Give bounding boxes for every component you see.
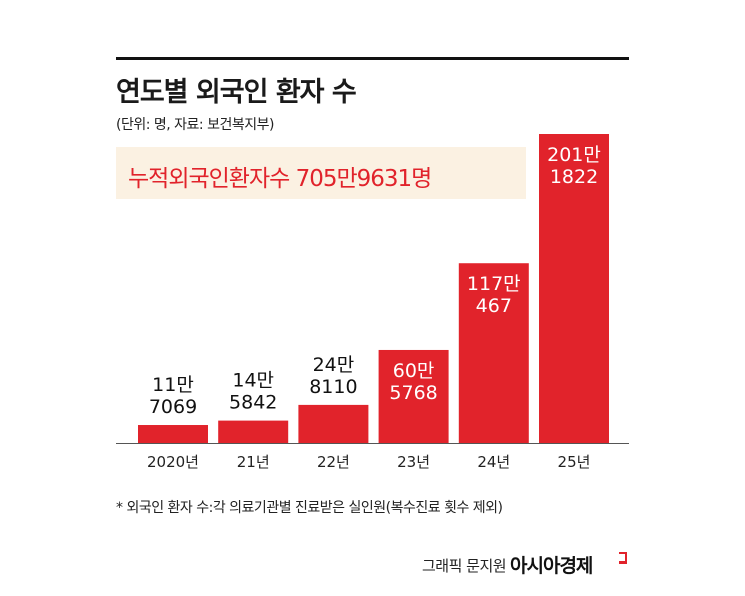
graphic-credit: 그래픽 문지원 <box>422 557 507 575</box>
x-tick-label-5: 25년 <box>558 453 591 471</box>
x-tick-label-4: 24년 <box>477 453 510 471</box>
bar-data-label-4-0: 117만 <box>467 273 521 295</box>
x-tick-label-0: 2020년 <box>147 453 199 471</box>
cumulative-banner-text: 누적외국인환자수 705만9631명 <box>128 166 432 192</box>
brand-logo: 아시아경제 <box>510 555 593 577</box>
bar-1 <box>218 420 289 443</box>
bar-0 <box>138 425 208 443</box>
bar-data-label-5-0: 201만 <box>547 144 601 166</box>
x-tick-label-1: 21년 <box>237 453 270 471</box>
bar-data-label-1-0: 14만 <box>232 370 274 392</box>
x-tick-label-2: 22년 <box>317 453 350 471</box>
footnote: * 외국인 환자 수:각 의료기관별 진료받은 실인원(복수진료 횟수 제외) <box>116 500 503 516</box>
bar-data-label-0-0: 11만 <box>152 374 194 396</box>
chart-title: 연도별 외국인 환자 수 <box>116 77 357 108</box>
brand-mark-icon <box>619 552 627 564</box>
bar-4 <box>458 263 529 443</box>
bar-5 <box>539 134 609 443</box>
bar-3 <box>378 349 449 443</box>
bar-data-label-5-1: 1822 <box>550 166 598 188</box>
bar-data-label-2-1: 8110 <box>309 376 357 398</box>
bar-data-label-3-1: 5768 <box>389 382 437 404</box>
bar-data-label-3-0: 60만 <box>393 360 435 382</box>
cumulative-banner: 누적외국인환자수 705만9631명 <box>116 147 526 199</box>
bar-data-label-2-0: 24만 <box>313 354 355 376</box>
bar-data-label-4-1: 467 <box>476 295 512 317</box>
bar-data-label-0-1: 7069 <box>149 396 197 418</box>
chart-subtitle: (단위: 명, 자료: 보건복지부) <box>116 117 274 133</box>
x-tick-label-3: 23년 <box>397 453 430 471</box>
top-rule <box>116 57 629 60</box>
bar-2 <box>298 404 369 443</box>
bar-data-label-1-1: 5842 <box>229 392 277 414</box>
